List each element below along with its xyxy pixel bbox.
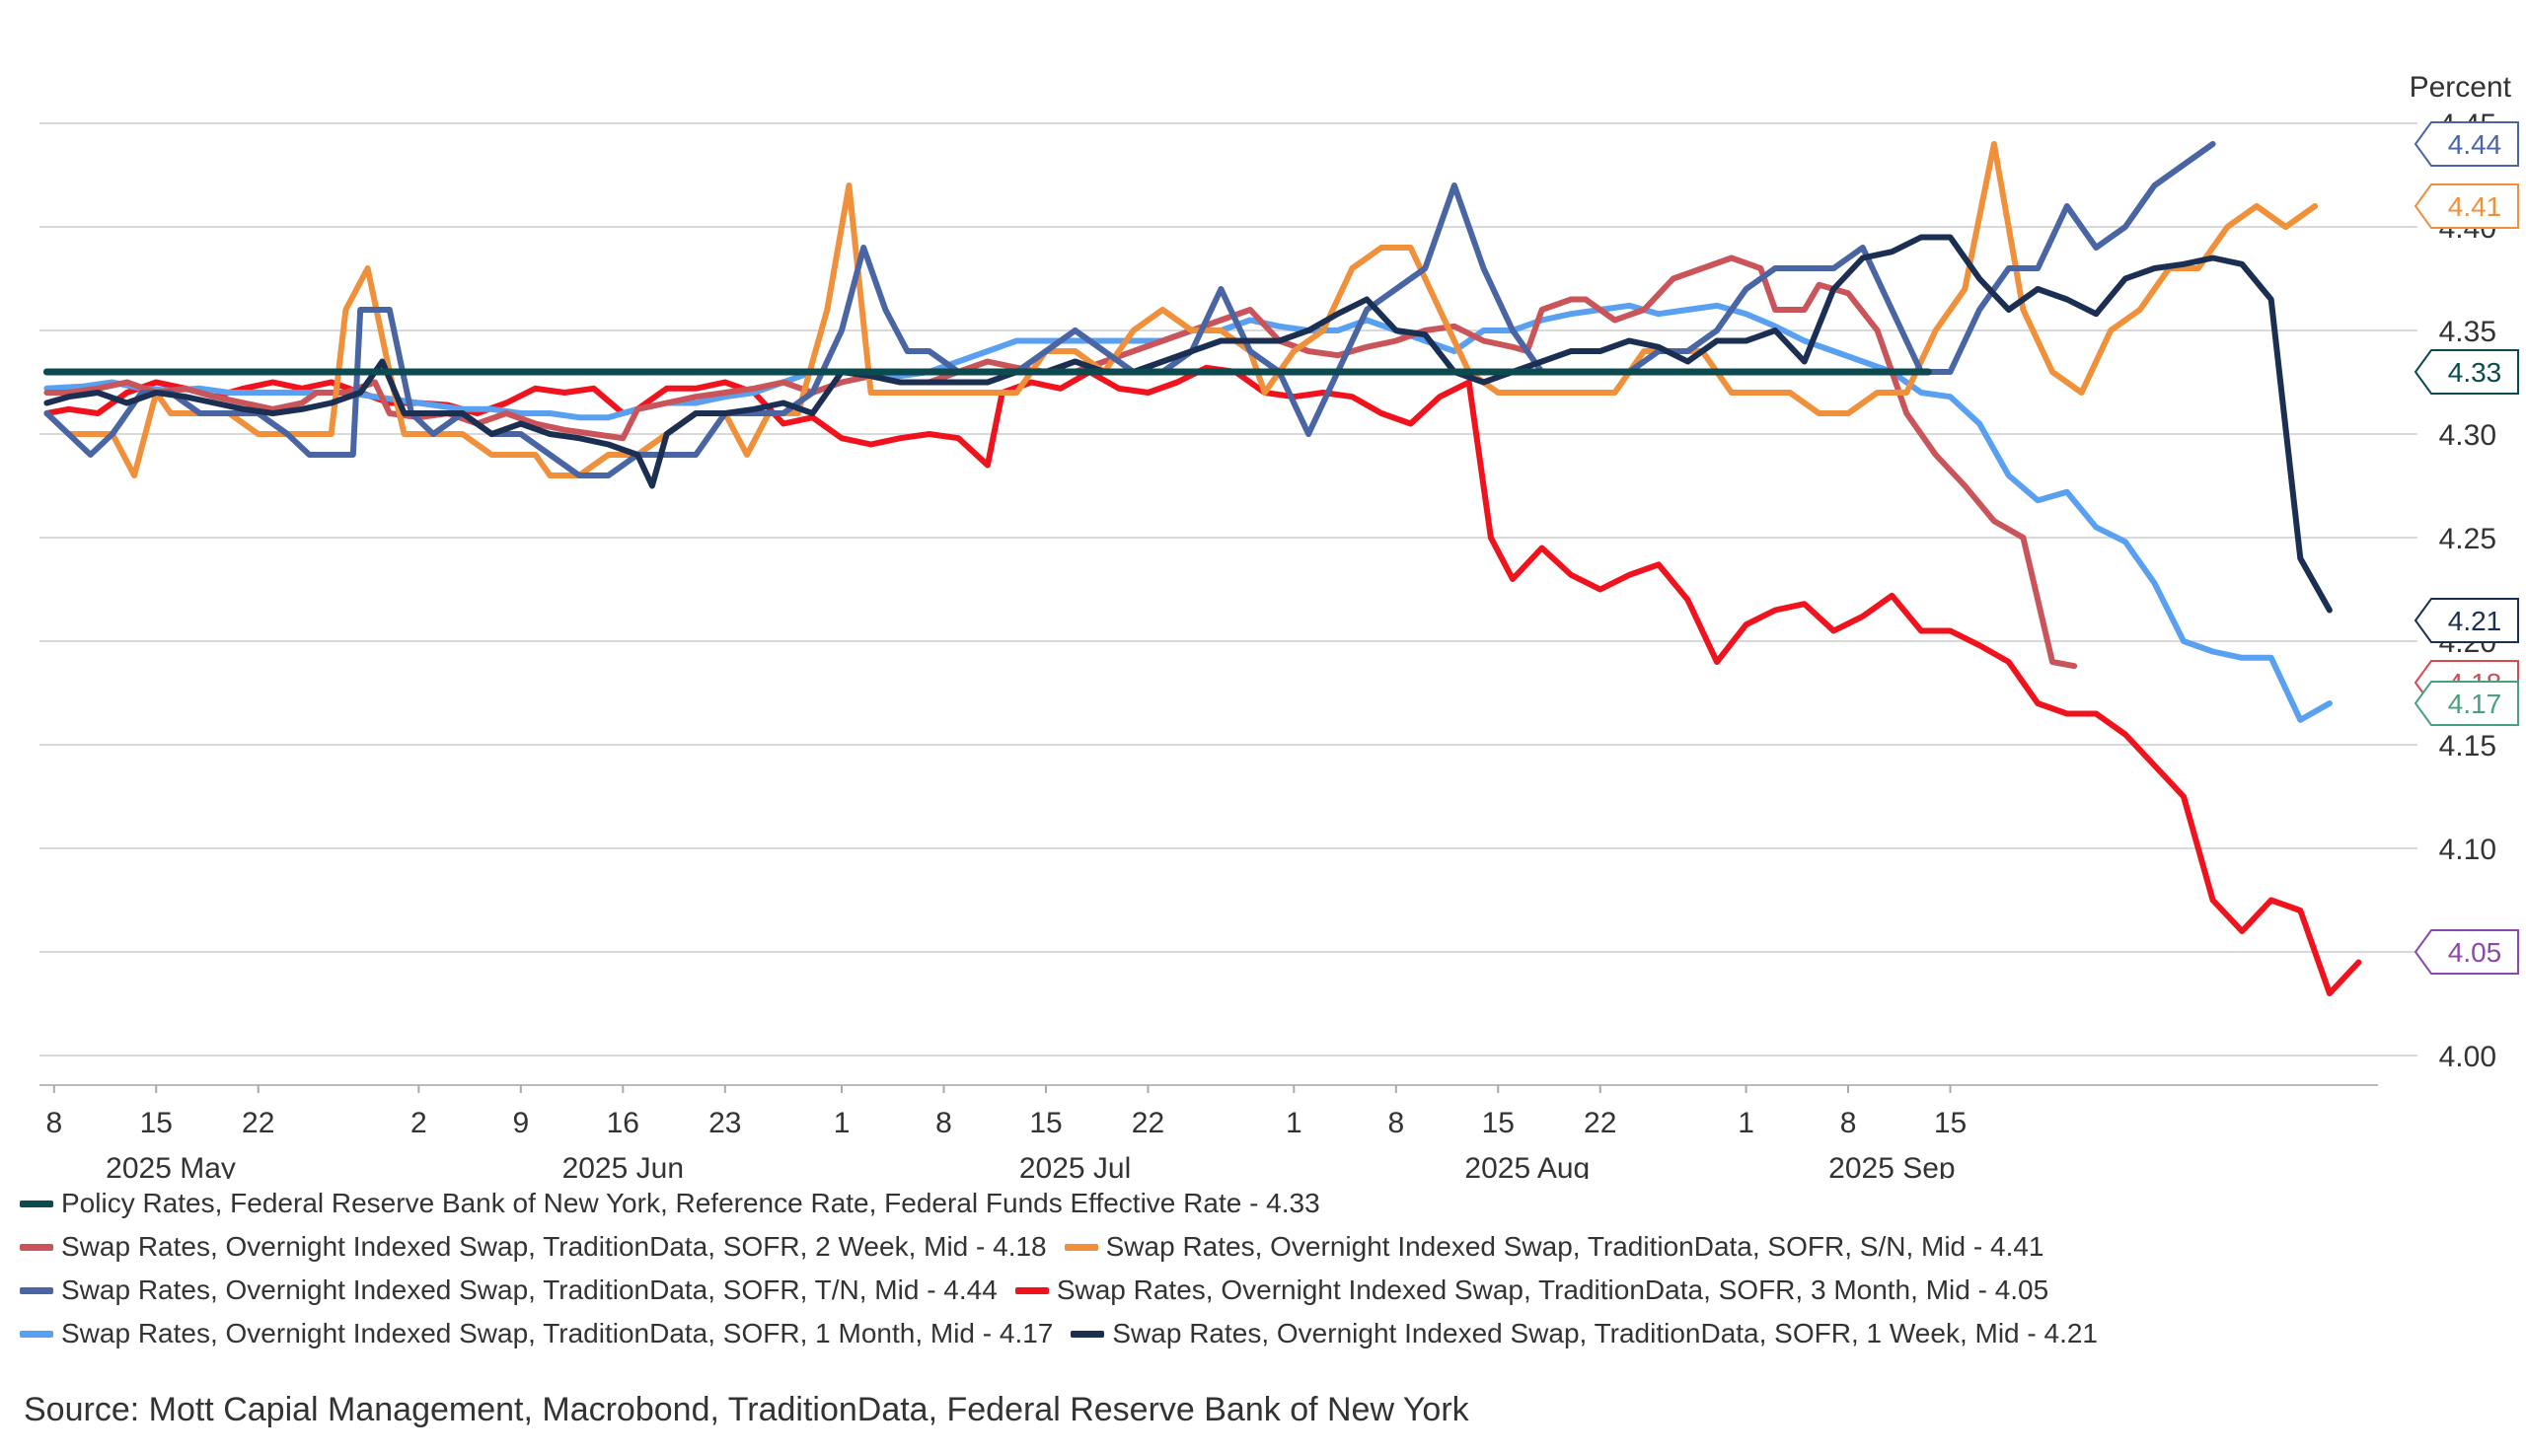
last-value-badge-5: 4.17 xyxy=(2414,681,2519,726)
x-tick-label: 1 xyxy=(1286,1107,1302,1139)
y-tick-label: 4.30 xyxy=(2439,419,2496,452)
legend-item: Swap Rates, Overnight Indexed Swap, Trad… xyxy=(20,1274,998,1306)
legend-item: Swap Rates, Overnight Indexed Swap, Trad… xyxy=(1071,1318,2098,1349)
last-value-label: 4.21 xyxy=(2448,606,2502,636)
legend-row: Policy Rates, Federal Reserve Bank of Ne… xyxy=(20,1182,2506,1225)
x-tick-label: 22 xyxy=(1132,1107,1164,1139)
series-line-1 xyxy=(43,255,2078,670)
legend-label: Swap Rates, Overnight Indexed Swap, Trad… xyxy=(1112,1318,2098,1348)
legend-label: Swap Rates, Overnight Indexed Swap, Trad… xyxy=(61,1318,1054,1348)
x-tick-label: 1 xyxy=(1738,1107,1754,1139)
y-tick-label: 4.10 xyxy=(2439,834,2496,866)
y-axis: 4.004.054.104.154.204.254.304.354.404.45 xyxy=(2439,109,2496,1073)
x-tick-label: 23 xyxy=(708,1107,741,1139)
legend-item: Swap Rates, Overnight Indexed Swap, Trad… xyxy=(20,1231,1047,1263)
x-tick-label: 2 xyxy=(410,1107,427,1139)
y-axis-unit-label: Percent xyxy=(2410,71,2512,104)
x-tick-label: 9 xyxy=(512,1107,529,1139)
last-value-label: 4.05 xyxy=(2448,937,2502,968)
y-tick-label: 4.25 xyxy=(2439,523,2496,555)
legend-item: Policy Rates, Federal Reserve Bank of Ne… xyxy=(20,1188,1320,1219)
legend-swatch xyxy=(20,1330,53,1338)
y-tick-label: 4.35 xyxy=(2439,316,2496,348)
series-line-6 xyxy=(43,234,2333,614)
legend-label: Swap Rates, Overnight Indexed Swap, Trad… xyxy=(1105,1231,2044,1262)
legend-label: Swap Rates, Overnight Indexed Swap, Trad… xyxy=(61,1274,998,1305)
legend-swatch xyxy=(1064,1243,1098,1251)
legend-item: Swap Rates, Overnight Indexed Swap, Trad… xyxy=(20,1318,1053,1349)
source-note: Source: Mott Capial Management, Macrobon… xyxy=(24,1391,1469,1428)
last-value-label: 4.41 xyxy=(2448,191,2502,222)
last-value-label: 4.44 xyxy=(2448,129,2502,160)
x-month-label: 2025 May xyxy=(106,1152,236,1179)
legend-row: Swap Rates, Overnight Indexed Swap, Trad… xyxy=(20,1269,2506,1312)
legend-swatch xyxy=(20,1286,53,1294)
last-value-badge-2: 4.41 xyxy=(2414,183,2519,229)
x-month-label: 2025 Jun xyxy=(562,1152,684,1179)
legend-swatch xyxy=(20,1200,53,1207)
x-tick-label: 22 xyxy=(1584,1107,1616,1139)
legend-label: Swap Rates, Overnight Indexed Swap, Trad… xyxy=(61,1231,1047,1262)
legend-row: Swap Rates, Overnight Indexed Swap, Trad… xyxy=(20,1312,2506,1355)
legend-row: Swap Rates, Overnight Indexed Swap, Trad… xyxy=(20,1225,2506,1269)
x-month-label: 2025 Aug xyxy=(1464,1152,1590,1179)
last-value-badges: 4.334.184.414.444.054.174.21 xyxy=(2414,121,2519,975)
series-line-3 xyxy=(43,141,2216,478)
y-tick-label: 4.15 xyxy=(2439,730,2496,763)
legend-swatch xyxy=(1014,1286,1049,1294)
x-tick-label: 15 xyxy=(1029,1107,1062,1139)
x-tick-label: 8 xyxy=(45,1107,62,1139)
legend-swatch xyxy=(20,1243,53,1251)
y-tick-label: 4.00 xyxy=(2439,1041,2496,1073)
last-value-label: 4.17 xyxy=(2448,689,2502,719)
x-tick-label: 8 xyxy=(935,1107,952,1139)
last-value-badge-4: 4.05 xyxy=(2414,929,2519,975)
last-value-badge-6: 4.21 xyxy=(2414,598,2519,643)
x-tick-label: 15 xyxy=(1482,1107,1515,1139)
x-tick-label: 1 xyxy=(834,1107,851,1139)
last-value-badge-3: 4.44 xyxy=(2414,121,2519,167)
x-tick-label: 16 xyxy=(607,1107,639,1139)
series-lines xyxy=(42,141,2362,996)
legend-label: Swap Rates, Overnight Indexed Swap, Trad… xyxy=(1056,1274,2049,1305)
legend-item: Swap Rates, Overnight Indexed Swap, Trad… xyxy=(1014,1274,2049,1306)
chart-legend: Policy Rates, Federal Reserve Bank of Ne… xyxy=(20,1182,2506,1355)
x-month-label: 2025 Sep xyxy=(1828,1152,1955,1179)
x-tick-label: 8 xyxy=(1387,1107,1404,1139)
grid-lines xyxy=(39,122,2417,1056)
x-tick-label: 15 xyxy=(140,1107,173,1139)
legend-label: Policy Rates, Federal Reserve Bank of Ne… xyxy=(61,1188,1320,1218)
legend-item: Swap Rates, Overnight Indexed Swap, Trad… xyxy=(1064,1231,2044,1263)
last-value-badge-0: 4.33 xyxy=(2414,349,2519,395)
last-value-label: 4.33 xyxy=(2448,357,2502,388)
x-month-label: 2025 Jul xyxy=(1019,1152,1131,1179)
x-tick-label: 22 xyxy=(242,1107,274,1139)
x-tick-label: 8 xyxy=(1840,1107,1857,1139)
series-line-4 xyxy=(43,364,2362,996)
legend-swatch xyxy=(1071,1330,1105,1338)
x-tick-label: 15 xyxy=(1934,1107,1967,1139)
